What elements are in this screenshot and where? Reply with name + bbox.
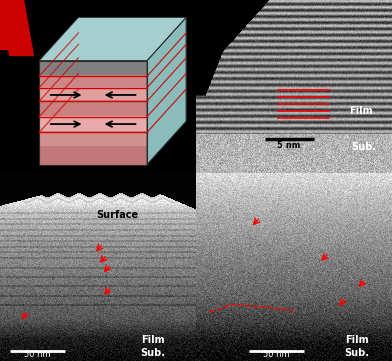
Polygon shape: [39, 75, 147, 87]
Text: 5 nm: 5 nm: [278, 141, 301, 150]
Polygon shape: [39, 61, 147, 75]
Polygon shape: [39, 131, 147, 146]
Polygon shape: [0, 0, 16, 48]
Text: Surface: Surface: [96, 210, 139, 219]
Polygon shape: [39, 17, 186, 61]
Text: 50 nm: 50 nm: [24, 350, 51, 359]
Polygon shape: [39, 100, 147, 116]
Polygon shape: [39, 146, 147, 165]
Polygon shape: [0, 0, 33, 56]
Text: Film: Film: [349, 106, 372, 116]
Text: Film: Film: [345, 335, 368, 345]
Polygon shape: [147, 17, 186, 165]
Text: Sub.: Sub.: [140, 348, 165, 358]
Polygon shape: [39, 87, 147, 100]
Text: Film: Film: [141, 335, 165, 345]
Text: Sub.: Sub.: [344, 348, 369, 358]
Polygon shape: [39, 116, 147, 131]
Text: Sub.: Sub.: [351, 142, 376, 152]
Polygon shape: [0, 0, 27, 48]
Text: 50 nm: 50 nm: [263, 350, 290, 359]
